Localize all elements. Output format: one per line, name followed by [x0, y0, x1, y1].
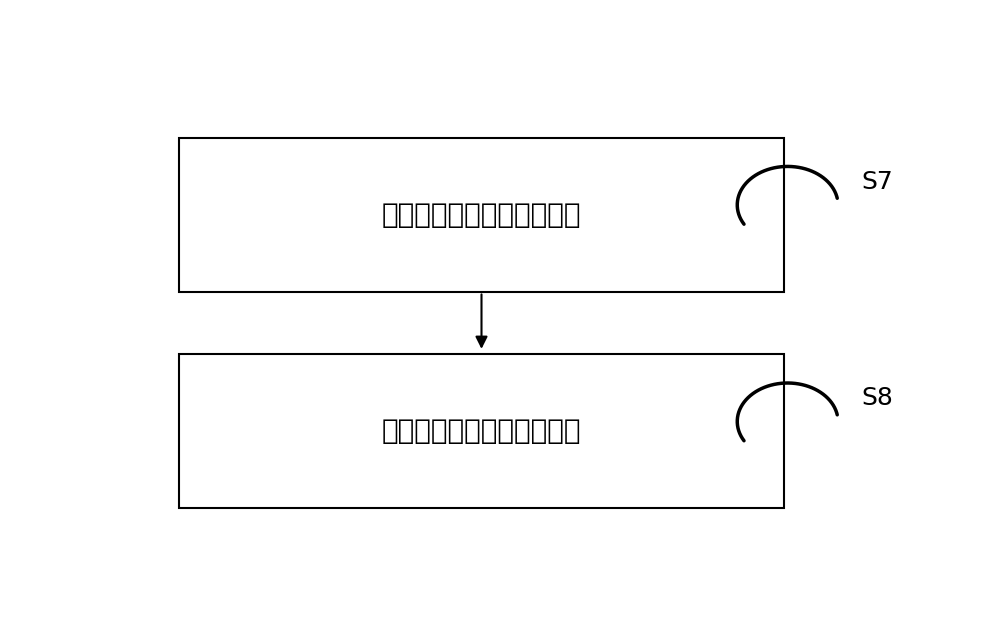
Text: S8: S8 [861, 386, 893, 411]
Text: 计算所述岩心的含气饱和度: 计算所述岩心的含气饱和度 [382, 417, 581, 445]
Text: 释放所述岩心孔隙内的气体: 释放所述岩心孔隙内的气体 [382, 201, 581, 229]
Bar [179, 354, 784, 508]
Bar [179, 138, 784, 291]
Text: S7: S7 [861, 170, 893, 194]
